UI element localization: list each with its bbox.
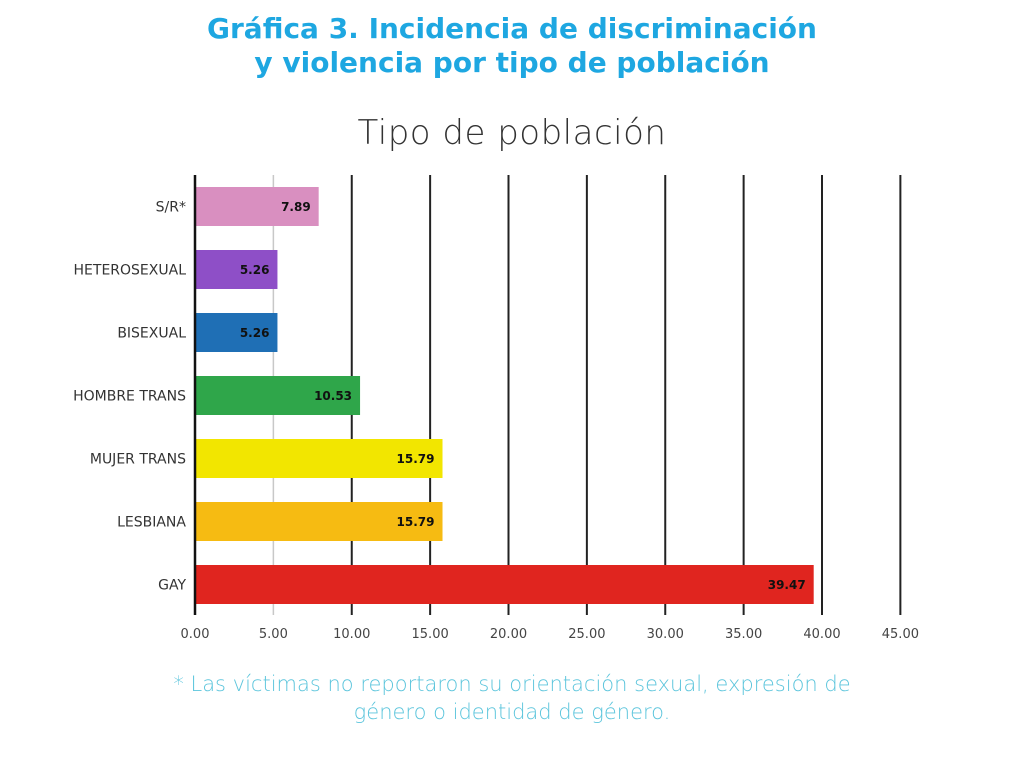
category-label: HOMBRE TRANS <box>73 389 186 405</box>
category-label: GAY <box>158 578 186 594</box>
footnote-line-1: * Las víctimas no reportaron su orientac… <box>173 672 851 696</box>
data-label: 15.79 <box>397 515 435 529</box>
bar <box>195 565 814 604</box>
data-label: 15.79 <box>397 452 435 466</box>
category-label: BISEXUAL <box>117 326 186 342</box>
x-tick-label: 0.00 <box>181 627 210 642</box>
axes: 0.00 5.00 10.00 15.00 20.00 25.00 30.00 35.00 40… <box>73 175 919 642</box>
x-tick-label: 30.00 <box>647 627 684 642</box>
bar <box>195 439 443 478</box>
bars: 7.89 5.26 5.26 10.53 15.79 15.79 39.47 <box>195 187 814 604</box>
chart-heading-line-2: y violencia por tipo de población <box>254 46 770 79</box>
x-tick-label: 10.00 <box>333 627 370 642</box>
category-label: S/R* <box>156 200 186 216</box>
bar <box>195 313 278 352</box>
chart-title: Tipo de población <box>357 113 667 153</box>
category-label: HETEROSEXUAL <box>74 263 187 279</box>
x-tick-label: 5.00 <box>259 627 288 642</box>
x-tick-label: 25.00 <box>568 627 605 642</box>
data-label: 7.89 <box>281 200 311 214</box>
category-label: MUJER TRANS <box>90 452 186 468</box>
bar <box>195 502 443 541</box>
data-label: 5.26 <box>240 326 270 340</box>
x-tick-label: 40.00 <box>803 627 840 642</box>
x-tick-label: 45.00 <box>882 627 919 642</box>
data-label: 39.47 <box>768 578 806 592</box>
x-tick-label: 35.00 <box>725 627 762 642</box>
footnote-line-2: género o identidad de género. <box>353 700 671 724</box>
gridlines <box>272 175 902 615</box>
bar <box>195 187 319 226</box>
bar <box>195 250 278 289</box>
category-label: LESBIANA <box>117 515 186 531</box>
bar <box>195 376 361 415</box>
chart-heading-line-1: Gráfica 3. Incidencia de discriminación <box>207 12 817 45</box>
data-label: 10.53 <box>314 389 352 403</box>
x-tick-label: 20.00 <box>490 627 527 642</box>
data-label: 5.26 <box>240 263 270 277</box>
x-tick-label: 15.00 <box>412 627 449 642</box>
